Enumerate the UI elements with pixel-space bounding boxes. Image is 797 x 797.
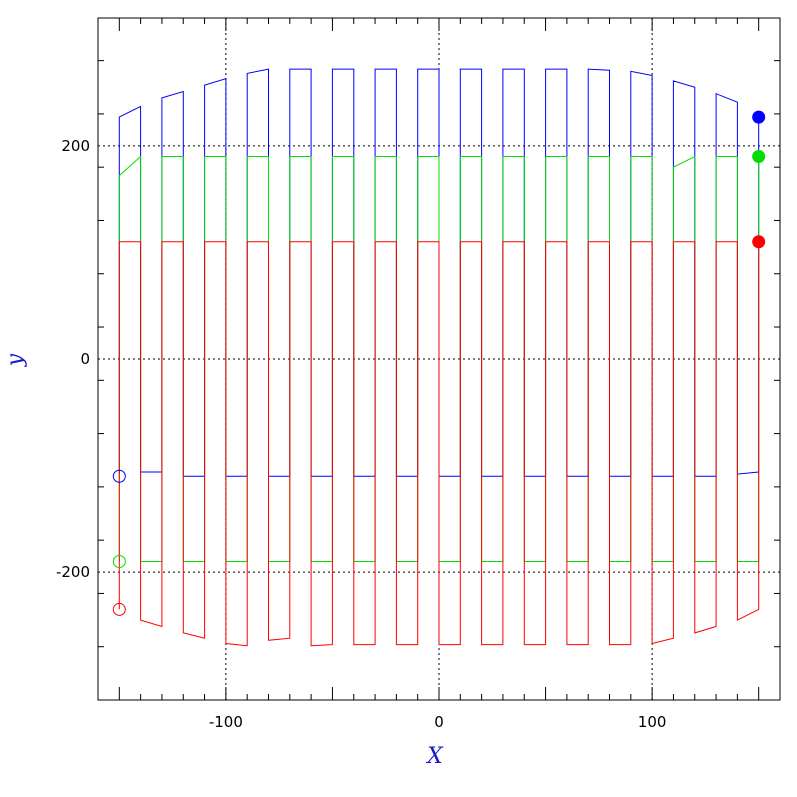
y-tick-label: 200 (61, 137, 90, 155)
x-tick-label: 100 (638, 713, 667, 731)
y-tick-label: 0 (80, 350, 90, 368)
end-marker-0 (752, 110, 766, 124)
x-tick-label: -100 (209, 713, 243, 731)
start-marker-1 (112, 554, 126, 568)
series-line-2 (118, 241, 760, 647)
tick-label-layer: -100 0 100 -200 0 200 (56, 137, 666, 731)
start-marker-0 (112, 469, 126, 483)
end-marker-2 (752, 235, 766, 249)
y-tick-label: -200 (56, 563, 90, 581)
x-tick-label: 0 (434, 713, 444, 731)
y-axis-label: y (3, 353, 28, 367)
end-marker-1 (752, 150, 766, 164)
marker-layer (112, 110, 766, 616)
start-marker-2 (112, 602, 126, 616)
series-layer (118, 68, 760, 647)
tick-layer (97, 18, 781, 701)
x-axis-label: X (425, 744, 444, 769)
